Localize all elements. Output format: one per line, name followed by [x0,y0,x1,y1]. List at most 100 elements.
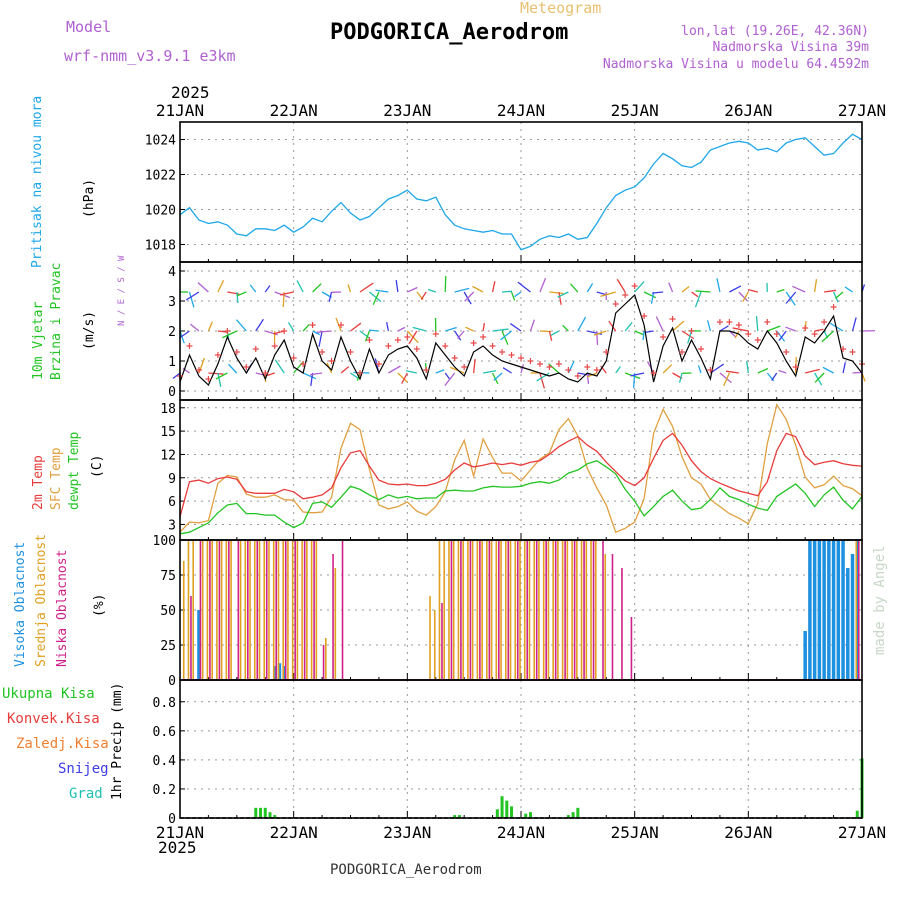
gust-marker [584,364,591,370]
wind-barb [529,319,535,332]
precip-bar [566,815,570,818]
wind-barb [482,370,497,374]
wind-barb [188,291,195,308]
cloud-low-bar [611,554,614,680]
wind-barb [388,365,401,374]
cloud-mid-bar [552,540,554,680]
gust-marker [461,364,468,370]
gust-marker [574,373,581,379]
cloud-high-bar [822,540,826,680]
precip-bar [510,806,514,818]
cloud-high-bar [277,663,282,680]
y-tick-label: 0.4 [153,754,177,769]
wind-barb [500,330,512,341]
x-date-label-bottom: 27JAN [838,823,886,842]
wind-barb [375,289,389,293]
wind-barb [776,288,785,293]
cloud-high-bar [850,554,855,680]
year-bottom: 2025 [158,838,197,857]
y-tick-label: 0.2 [153,783,176,798]
gust-marker [707,367,714,373]
wind-barb [851,317,857,332]
y-tick-label: 18 [160,402,176,417]
wind-barb [179,330,190,339]
wind-barb [412,326,427,332]
wind-barb [493,372,503,381]
panel-frame [179,679,863,819]
wind-barb [359,330,370,339]
cloud-low-bar [857,540,860,680]
coords-label: lon,lat (19.26E, 42.36N) [681,24,869,39]
wind-barb [386,322,390,332]
wind-barb [634,281,645,293]
wind-barb [296,280,304,293]
wind-barb [536,372,550,382]
wind-barb [548,330,553,341]
x-date-label-bottom: 24JAN [497,823,545,842]
cloud-mid-bar [272,540,275,680]
wind-barb [805,368,820,374]
gust-marker [821,319,828,325]
cloud-mid-bar [519,540,521,680]
gust-marker [536,361,543,367]
cloud-mid-bar [438,540,441,680]
wind-barb [236,291,239,304]
wind-barb [491,281,496,293]
cloud-mid-bar [258,540,261,680]
wind-barb [778,330,787,341]
gust-marker [252,346,259,352]
wind-barb [630,372,645,377]
cloud-high-bar [282,666,286,680]
wind-barb [265,330,278,336]
cloud-low-bar [573,540,576,680]
y-tick-label: 25 [160,639,176,654]
gust-marker [309,322,316,328]
gust-marker [375,361,382,367]
gust-marker [631,283,638,289]
wind-barb [395,280,399,293]
wind-barb [757,367,769,374]
cloud-low-bar [322,645,325,680]
wind-barb [586,372,590,385]
y-tick-label: 0.8 [153,696,176,711]
y-tick-label: 4 [168,265,176,280]
cloud-low-bar [564,540,566,680]
gust-marker [233,349,240,355]
wind-barb [695,290,711,293]
y-tick-label: 6 [168,495,176,510]
cloud-mid-bar [263,540,266,680]
wind-barb [558,291,562,305]
cloud-low-bar [630,617,633,680]
wind-barb [832,291,839,303]
cloud-low-bar [341,540,344,680]
wind-barb [236,291,247,297]
wind-barb [340,366,350,374]
gust-marker [849,349,856,355]
gust-marker [404,334,411,340]
wind-barb [681,285,690,293]
cloud-mid-bar [500,540,502,680]
cloud-mid-bar [244,540,247,680]
cloud-mid-bar [206,540,209,680]
wind-barb [444,275,447,293]
cloud-high-bar [817,540,822,680]
x-date-label-top: 24JAN [497,101,545,120]
x-date-label-bottom: 22JAN [270,823,318,842]
wind-barb [822,366,834,374]
cloud-mid-bar [325,638,327,680]
legend-konvek: Konvek.Kisa [7,711,100,727]
wind-barb [509,323,522,332]
wind-barb [662,364,673,374]
gust-marker [679,349,686,355]
wind-barb [716,278,721,293]
wind-barb [482,322,486,332]
cloud-high-bar [831,540,836,680]
gust-marker [328,358,335,364]
cloud-high-bar [855,540,860,680]
wind-barb [771,372,778,381]
wind-barb [350,322,362,332]
cloud-high-bar [812,540,817,680]
cloud-mid-bar [443,540,446,680]
wind-barb [650,291,655,304]
cloud-mid-bar [523,540,526,680]
